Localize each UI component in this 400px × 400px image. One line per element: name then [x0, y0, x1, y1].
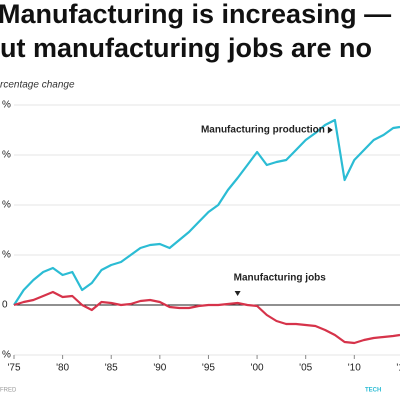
- annotation: Manufacturing production: [201, 125, 325, 136]
- x-tick-label: '95: [202, 363, 215, 374]
- y-tick-label: %: [2, 250, 11, 261]
- annotation-arrow: [327, 126, 333, 134]
- subtitle: rcentage change: [0, 80, 75, 91]
- x-tick-label: '10: [348, 363, 361, 374]
- y-tick-label: %: [2, 350, 11, 361]
- x-tick-label: '05: [299, 363, 312, 374]
- brand: TECH: [365, 388, 381, 394]
- y-tick-label: %: [2, 200, 11, 211]
- source: FRED: [0, 388, 17, 394]
- x-tick-label: '75: [7, 363, 20, 374]
- x-tick-label: '00: [251, 363, 264, 374]
- y-tick-label: %: [2, 100, 11, 111]
- line-series: [13, 118, 400, 306]
- line-series: [13, 290, 400, 345]
- y-tick-label: %: [2, 150, 11, 161]
- annotation-arrow: [234, 291, 241, 296]
- x-tick-label: '80: [56, 363, 69, 374]
- x-tick-label: '90: [153, 363, 166, 374]
- y-tick-label: 0: [2, 300, 8, 311]
- annotation: Manufacturing jobs: [234, 273, 327, 284]
- x-tick-label: '15: [396, 363, 400, 374]
- chart-title-line2: ut manufacturing jobs are no: [0, 33, 372, 63]
- x-tick-label: '85: [105, 363, 118, 374]
- chart-title: Manufacturing is increasing —: [0, 0, 391, 29]
